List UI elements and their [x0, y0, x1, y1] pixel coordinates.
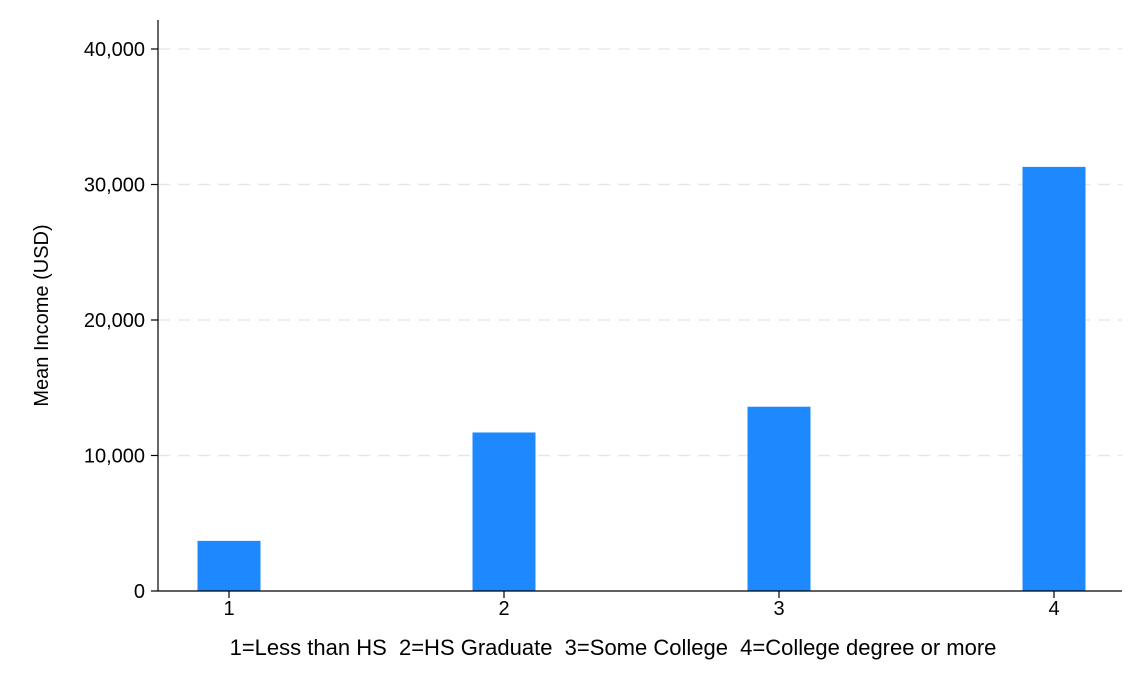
- y-tick-label: 10,000: [84, 446, 145, 468]
- y-tick-label: 30,000: [84, 175, 145, 197]
- x-tick-label: 4: [1048, 598, 1059, 620]
- y-axis-title: Mean Income (USD): [31, 224, 53, 406]
- y-axis-ticks: 0 10,000 20,000 30,000 40,000: [84, 39, 158, 603]
- gridlines: [158, 48, 1122, 457]
- y-tick-label: 40,000: [84, 39, 145, 61]
- bar-3: [747, 406, 811, 591]
- bar-4: [1022, 166, 1086, 591]
- x-tick-label: 3: [773, 598, 784, 620]
- y-tick-label: 20,000: [84, 310, 145, 332]
- x-tick-label: 1: [223, 598, 234, 620]
- bar-2: [472, 432, 536, 591]
- bars: [197, 166, 1086, 591]
- x-tick-label: 2: [498, 598, 509, 620]
- x-axis-ticks: 1 2 3 4: [223, 591, 1060, 620]
- axes: [157, 20, 1122, 592]
- x-axis-title: 1=Less than HS 2=HS Graduate 3=Some Coll…: [230, 635, 997, 660]
- bar-1: [197, 540, 261, 591]
- y-tick-label: 0: [134, 581, 145, 603]
